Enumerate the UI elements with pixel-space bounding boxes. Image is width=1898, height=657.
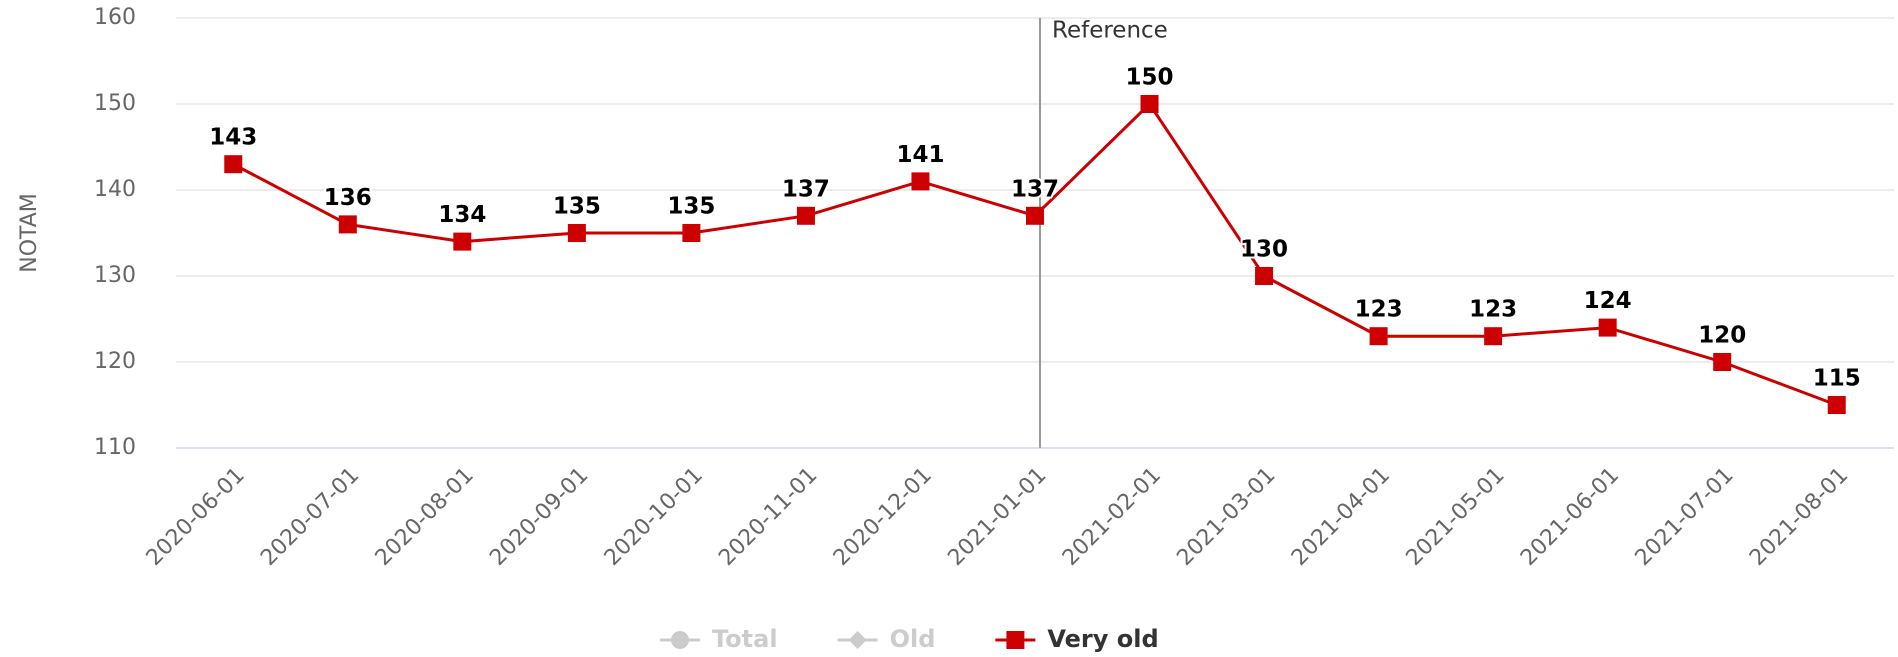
x-tick-label: 2021-04-01	[1287, 463, 1395, 571]
data-label: 135	[667, 194, 715, 220]
reference-label: Reference	[1052, 18, 1168, 44]
data-point	[1484, 327, 1503, 346]
x-tick-label: 2021-05-01	[1402, 463, 1510, 571]
data-point	[567, 224, 586, 242]
data-label: 130	[1240, 237, 1288, 263]
legend-symbol	[848, 631, 867, 649]
legend-symbol	[671, 631, 689, 649]
x-tick-label: 2020-08-01	[371, 463, 479, 571]
data-label: 123	[1469, 297, 1517, 323]
data-label: 115	[1813, 366, 1861, 392]
data-label: 137	[1011, 176, 1059, 202]
x-tick-label: 2020-12-01	[829, 463, 937, 571]
x-tick-label: 2021-08-01	[1745, 463, 1853, 571]
data-point	[796, 206, 815, 225]
data-label: 141	[896, 142, 944, 168]
x-tick-label: 2020-11-01	[714, 463, 822, 571]
x-tick-label: 2020-06-01	[142, 463, 250, 571]
legend-label: Total	[712, 625, 778, 653]
data-label: 120	[1698, 323, 1746, 349]
data-label: 135	[553, 194, 601, 220]
x-tick-label: 2020-09-01	[485, 463, 593, 571]
data-point	[1140, 95, 1159, 113]
data-label: 123	[1355, 297, 1403, 323]
data-point	[911, 172, 930, 191]
x-tick-label: 2021-01-01	[943, 463, 1051, 571]
x-tick-label: 2021-07-01	[1631, 463, 1739, 571]
data-label: 124	[1584, 288, 1632, 314]
y-tick-label: 160	[94, 5, 136, 30]
data-point	[224, 155, 243, 174]
y-tick-label: 110	[94, 435, 136, 460]
legend-label: Old	[890, 625, 936, 653]
series-line	[232, 101, 1838, 407]
data-label: 150	[1126, 65, 1174, 91]
y-tick-label: 120	[94, 349, 136, 374]
data-point	[682, 224, 701, 242]
data-label: 136	[324, 185, 372, 211]
x-tick-label: 2021-03-01	[1172, 463, 1280, 571]
data-label: 134	[438, 202, 486, 228]
data-point	[1369, 327, 1388, 346]
x-tick-label: 2021-02-01	[1058, 463, 1166, 571]
legend-symbol	[1006, 631, 1025, 649]
data-point	[1026, 206, 1044, 225]
data-point	[453, 232, 472, 251]
x-tick-label: 2020-07-01	[256, 463, 364, 571]
data-point	[1713, 353, 1732, 371]
x-tick-label: 2020-10-01	[600, 463, 708, 571]
y-axis-title: NOTAM	[17, 193, 42, 273]
data-point	[1827, 396, 1846, 414]
data-point	[338, 215, 357, 234]
data-point	[1598, 318, 1617, 337]
x-tick-label: 2021-06-01	[1516, 463, 1624, 571]
y-tick-label: 140	[94, 177, 136, 202]
data-label: 143	[209, 125, 257, 151]
data-point	[1255, 267, 1274, 285]
legend-label: Very old	[1047, 625, 1158, 653]
y-tick-label: 130	[94, 263, 136, 288]
y-tick-label: 150	[94, 91, 136, 116]
data-label: 137	[782, 176, 830, 202]
